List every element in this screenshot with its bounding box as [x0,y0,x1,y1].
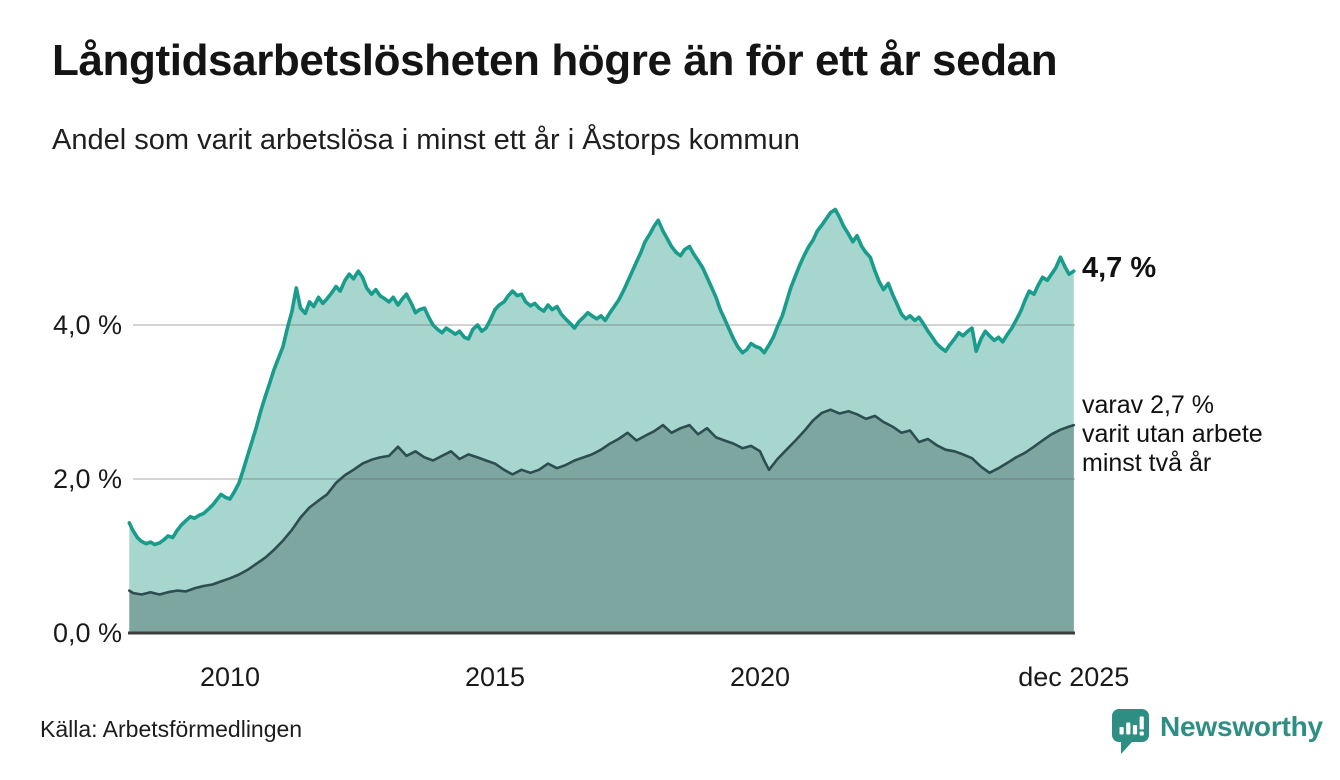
brand-logo: Newsworthy [1112,709,1323,755]
series-total-line [127,207,1076,547]
y-tick-label: 0,0 % [52,618,122,648]
page-title: Långtidsarbetslösheten högre än för ett … [52,36,1058,85]
subset-value-label: varav 2,7 % varit utan arbete minst två … [1082,391,1322,478]
x-tick-label: dec 2025 [1018,662,1130,692]
x-tick-label: 2015 [464,662,526,692]
y-tick-label: 4,0 % [52,310,122,340]
brand-name: Newsworthy [1160,711,1323,742]
subset-value-line3: minst två år [1082,449,1212,477]
series-subset-line [128,408,1076,596]
subset-value-line1: varav 2,7 % [1082,391,1215,419]
series-subset-area [129,409,1074,633]
latest-value-label: 4,7 % [1082,252,1157,284]
newsworthy-icon [1112,709,1149,754]
x-tick-label: 2010 [199,662,261,692]
y-tick-label: 2,0 % [52,464,122,494]
chart-subtitle: Andel som varit arbetslösa i minst ett å… [52,124,800,156]
x-tick-label: 2020 [729,662,791,692]
subset-value-line2: varit utan arbete [1082,420,1263,448]
source-caption: Källa: Arbetsförmedlingen [40,716,303,742]
